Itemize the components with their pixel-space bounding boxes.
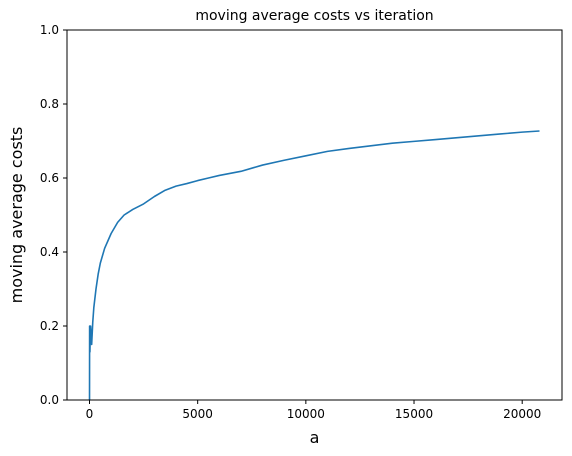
y-tick-label: 1.0 <box>40 23 59 37</box>
x-tick-label: 20000 <box>503 407 541 421</box>
y-tick-label: 0.8 <box>40 97 59 111</box>
chart-title: moving average costs vs iteration <box>195 8 433 24</box>
y-tick-label: 0.2 <box>40 319 59 333</box>
y-axis-label: moving average costs <box>7 127 26 304</box>
series-layer <box>88 130 540 401</box>
series-line-0 <box>88 130 540 401</box>
y-tick-label: 0.0 <box>40 393 59 407</box>
ticks: 0 5000 10000 15000 20000 0.0 0.2 0.4 0.6 0.8 1.0 <box>40 23 541 421</box>
x-tick-label: 0 <box>86 407 94 421</box>
y-tick-label: 0.4 <box>40 245 59 259</box>
x-tick-label: 5000 <box>182 407 213 421</box>
x-tick-label: 10000 <box>287 407 325 421</box>
x-tick-label: 15000 <box>395 407 433 421</box>
plot-frame <box>66 29 563 401</box>
x-axis-label: a <box>310 428 320 447</box>
y-tick-label: 0.6 <box>40 171 59 185</box>
